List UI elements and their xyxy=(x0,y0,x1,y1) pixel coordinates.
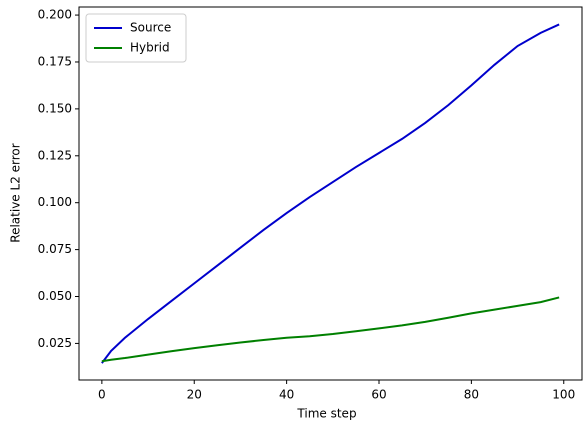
legend-box xyxy=(85,13,187,63)
data-line xyxy=(101,296,560,363)
y-tick-label: 0.100 xyxy=(38,195,72,209)
x-tick-label: 60 xyxy=(371,388,386,402)
x-tick-label: 100 xyxy=(552,388,575,402)
x-tick-label: 20 xyxy=(187,388,202,402)
y-tick-label: 0.025 xyxy=(38,336,72,350)
y-tick-label: 0.050 xyxy=(38,289,72,303)
y-tick-label: 0.075 xyxy=(38,242,72,256)
y-tick-label: 0.150 xyxy=(38,101,72,115)
x-tick-label: 40 xyxy=(279,388,294,402)
legend-label: Hybrid xyxy=(130,41,170,55)
y-axis-label: Relative L2 error xyxy=(9,143,23,242)
y-tick-label: 0.200 xyxy=(38,8,72,22)
x-tick-label: 0 xyxy=(98,388,106,402)
y-tick-label: 0.175 xyxy=(38,54,72,68)
x-tick-label: 80 xyxy=(464,388,479,402)
data-line xyxy=(101,23,560,364)
axes-frame xyxy=(78,6,583,381)
y-tick-label: 0.125 xyxy=(38,148,72,162)
x-axis-label: Time step xyxy=(296,407,356,421)
legend-label: Source xyxy=(130,21,171,35)
